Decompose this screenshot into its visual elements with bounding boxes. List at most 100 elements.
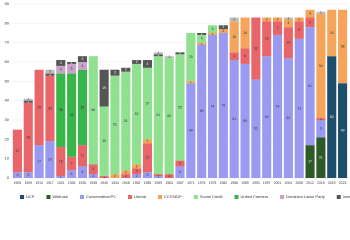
x-tick-label: 1959 [155,181,163,185]
legend-label: Liberal [134,194,146,199]
value-label: 2 [114,174,116,178]
value-label: 37 [146,101,150,105]
bar-segment [153,176,163,178]
value-label: 16 [243,31,247,35]
y-tick-label: 10 [5,156,10,161]
x-tick-label: 2004 [285,181,293,185]
bar-segment [67,156,77,171]
value-label: 4 [71,172,73,176]
x-tick-label: 2015 [317,181,325,185]
bar-segment [56,147,66,177]
y-tick-label: 0 [7,175,10,180]
x-tick-label: 1989 [241,181,249,185]
bar-segment [67,170,77,178]
bar-segment [142,139,153,144]
value-label: 3 [179,161,181,165]
x-tick-label: 1971 [187,181,195,185]
value-label: 63 [330,115,334,119]
bar-segment [121,71,131,171]
value-label: 4 [60,68,62,72]
legend-label: CCF/NDP [164,194,182,199]
value-label: 56 [91,108,95,112]
legend-swatch [158,195,163,199]
bar-segment [132,174,142,178]
bar-segment [207,33,218,35]
value-label: 15 [59,159,63,163]
bar-segment [207,25,218,33]
value-label: 1 [320,117,322,121]
bar-segment [251,17,261,80]
bar-segment [142,143,153,173]
value-label: 3 [16,173,18,177]
bar-segment [175,160,185,167]
value-label: 39 [81,105,85,109]
value-label: 61 [156,113,160,117]
legend-swatch [128,195,133,199]
bar-segment [77,145,88,167]
bar-segment [316,11,326,14]
bar-segment [121,67,131,72]
bar-segment [67,63,77,74]
value-label: 1 [320,11,322,15]
bar-segment [56,73,66,148]
bar-segment [164,58,174,175]
value-label: 2 [298,17,300,21]
value-label: 2 [168,174,170,178]
value-label: 2 [233,17,235,21]
bar-segment [272,21,283,35]
value-label: 2 [125,170,127,174]
bar-segment [338,83,348,178]
bar-segment [294,17,304,22]
value-label: 16 [232,35,236,39]
value-label: 1 [60,175,62,179]
bar-segment [23,172,33,178]
value-label: 4 [233,54,235,58]
value-label: 36 [26,135,30,139]
value-label: 4 [287,21,289,25]
bar-segment [67,62,77,64]
bar-segment [132,63,142,165]
bar-segment [12,172,22,178]
value-label: 15 [146,156,150,160]
bar-segment [67,73,77,157]
value-label: 18 [265,37,269,41]
bar-segment [110,174,120,178]
value-label: 22 [16,149,20,153]
bar-segment [240,63,250,178]
value-label: 1 [27,98,29,102]
bar-segment [229,21,239,53]
value-label: 38 [341,44,345,48]
value-label: 60 [167,114,171,118]
value-label: 2 [222,25,224,29]
x-tick-label: 1963 [165,181,173,185]
bar-segment [305,145,315,178]
bar-segment [23,98,33,101]
bar-segment [12,129,22,173]
value-label: 1 [201,32,203,36]
bar-segment [77,69,88,146]
value-label: 2 [125,68,127,72]
y-tick-label: 50 [5,78,10,83]
bar-segment [164,174,174,178]
value-label: 4 [212,27,214,31]
legend-swatch [234,195,239,199]
value-label: 1 [201,42,203,46]
bar-segment [88,56,98,165]
value-label: 16 [286,41,290,45]
value-label: 1 [103,175,105,179]
legend-swatch [193,195,198,199]
x-tick-label: 1935 [90,181,98,185]
x-tick-label: 1997 [263,181,271,185]
bar-segment [327,9,337,57]
bar-segment [153,174,163,177]
bar-segment [316,137,326,178]
value-label: 6 [82,170,84,174]
legend-label: Conservative/PC [86,194,116,199]
bar-segment [77,62,88,70]
value-label: 19 [48,158,52,162]
legend-swatch [336,195,341,199]
x-tick-label: 1952 [133,181,141,185]
y-tick-label: 70 [5,40,10,45]
bar-segment [305,9,315,18]
bar-segment [229,60,239,178]
